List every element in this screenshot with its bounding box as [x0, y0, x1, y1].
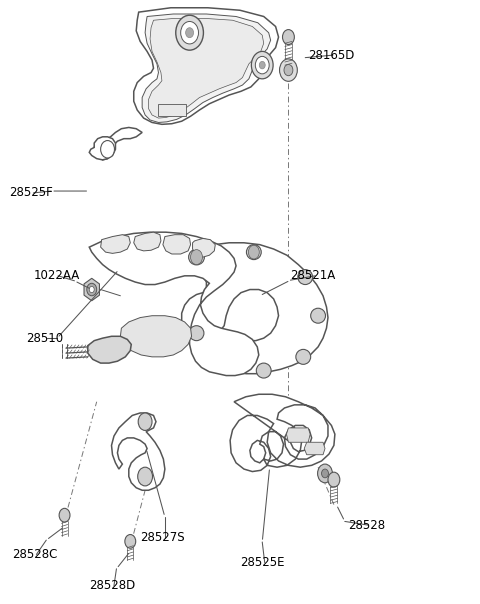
Text: 28528D: 28528D — [89, 579, 135, 592]
Ellipse shape — [246, 245, 261, 260]
Polygon shape — [89, 137, 116, 160]
Circle shape — [328, 472, 340, 487]
Circle shape — [101, 141, 114, 158]
Polygon shape — [94, 127, 142, 160]
Circle shape — [322, 469, 328, 478]
Ellipse shape — [298, 269, 312, 284]
Text: 28525F: 28525F — [9, 187, 52, 199]
Polygon shape — [101, 235, 130, 253]
Polygon shape — [120, 316, 192, 357]
Text: 28528: 28528 — [348, 519, 385, 532]
Polygon shape — [142, 14, 271, 123]
Text: 28510: 28510 — [26, 332, 64, 345]
Circle shape — [191, 249, 203, 265]
Polygon shape — [230, 394, 335, 472]
Circle shape — [59, 509, 70, 522]
Text: 1022AA: 1022AA — [34, 269, 80, 282]
Text: 28165D: 28165D — [308, 49, 355, 62]
Circle shape — [87, 283, 96, 296]
Polygon shape — [304, 442, 325, 455]
Text: 28527S: 28527S — [140, 531, 185, 544]
Circle shape — [138, 467, 153, 486]
Text: 28525E: 28525E — [240, 556, 285, 569]
Circle shape — [252, 51, 273, 79]
Ellipse shape — [189, 249, 204, 265]
Text: 28521A: 28521A — [290, 269, 336, 282]
Polygon shape — [84, 278, 99, 301]
Polygon shape — [111, 413, 165, 490]
Circle shape — [279, 59, 297, 82]
Circle shape — [89, 286, 94, 293]
Circle shape — [138, 413, 152, 431]
Circle shape — [255, 56, 269, 74]
Polygon shape — [89, 232, 259, 376]
Polygon shape — [134, 8, 278, 124]
Polygon shape — [182, 243, 328, 374]
Circle shape — [318, 464, 333, 483]
Circle shape — [186, 28, 193, 37]
Polygon shape — [149, 18, 264, 118]
Circle shape — [176, 15, 204, 50]
Polygon shape — [287, 428, 310, 442]
Circle shape — [125, 535, 136, 548]
Ellipse shape — [311, 308, 325, 323]
Text: 28528C: 28528C — [12, 548, 57, 561]
Polygon shape — [158, 104, 186, 116]
Polygon shape — [134, 232, 161, 251]
Circle shape — [259, 62, 265, 69]
Ellipse shape — [296, 349, 311, 364]
Polygon shape — [192, 239, 216, 257]
Circle shape — [180, 22, 199, 44]
Circle shape — [284, 65, 293, 76]
Polygon shape — [163, 235, 191, 254]
Circle shape — [249, 245, 259, 259]
Ellipse shape — [189, 326, 204, 341]
Ellipse shape — [256, 363, 271, 378]
Circle shape — [283, 30, 294, 45]
Polygon shape — [88, 336, 131, 363]
